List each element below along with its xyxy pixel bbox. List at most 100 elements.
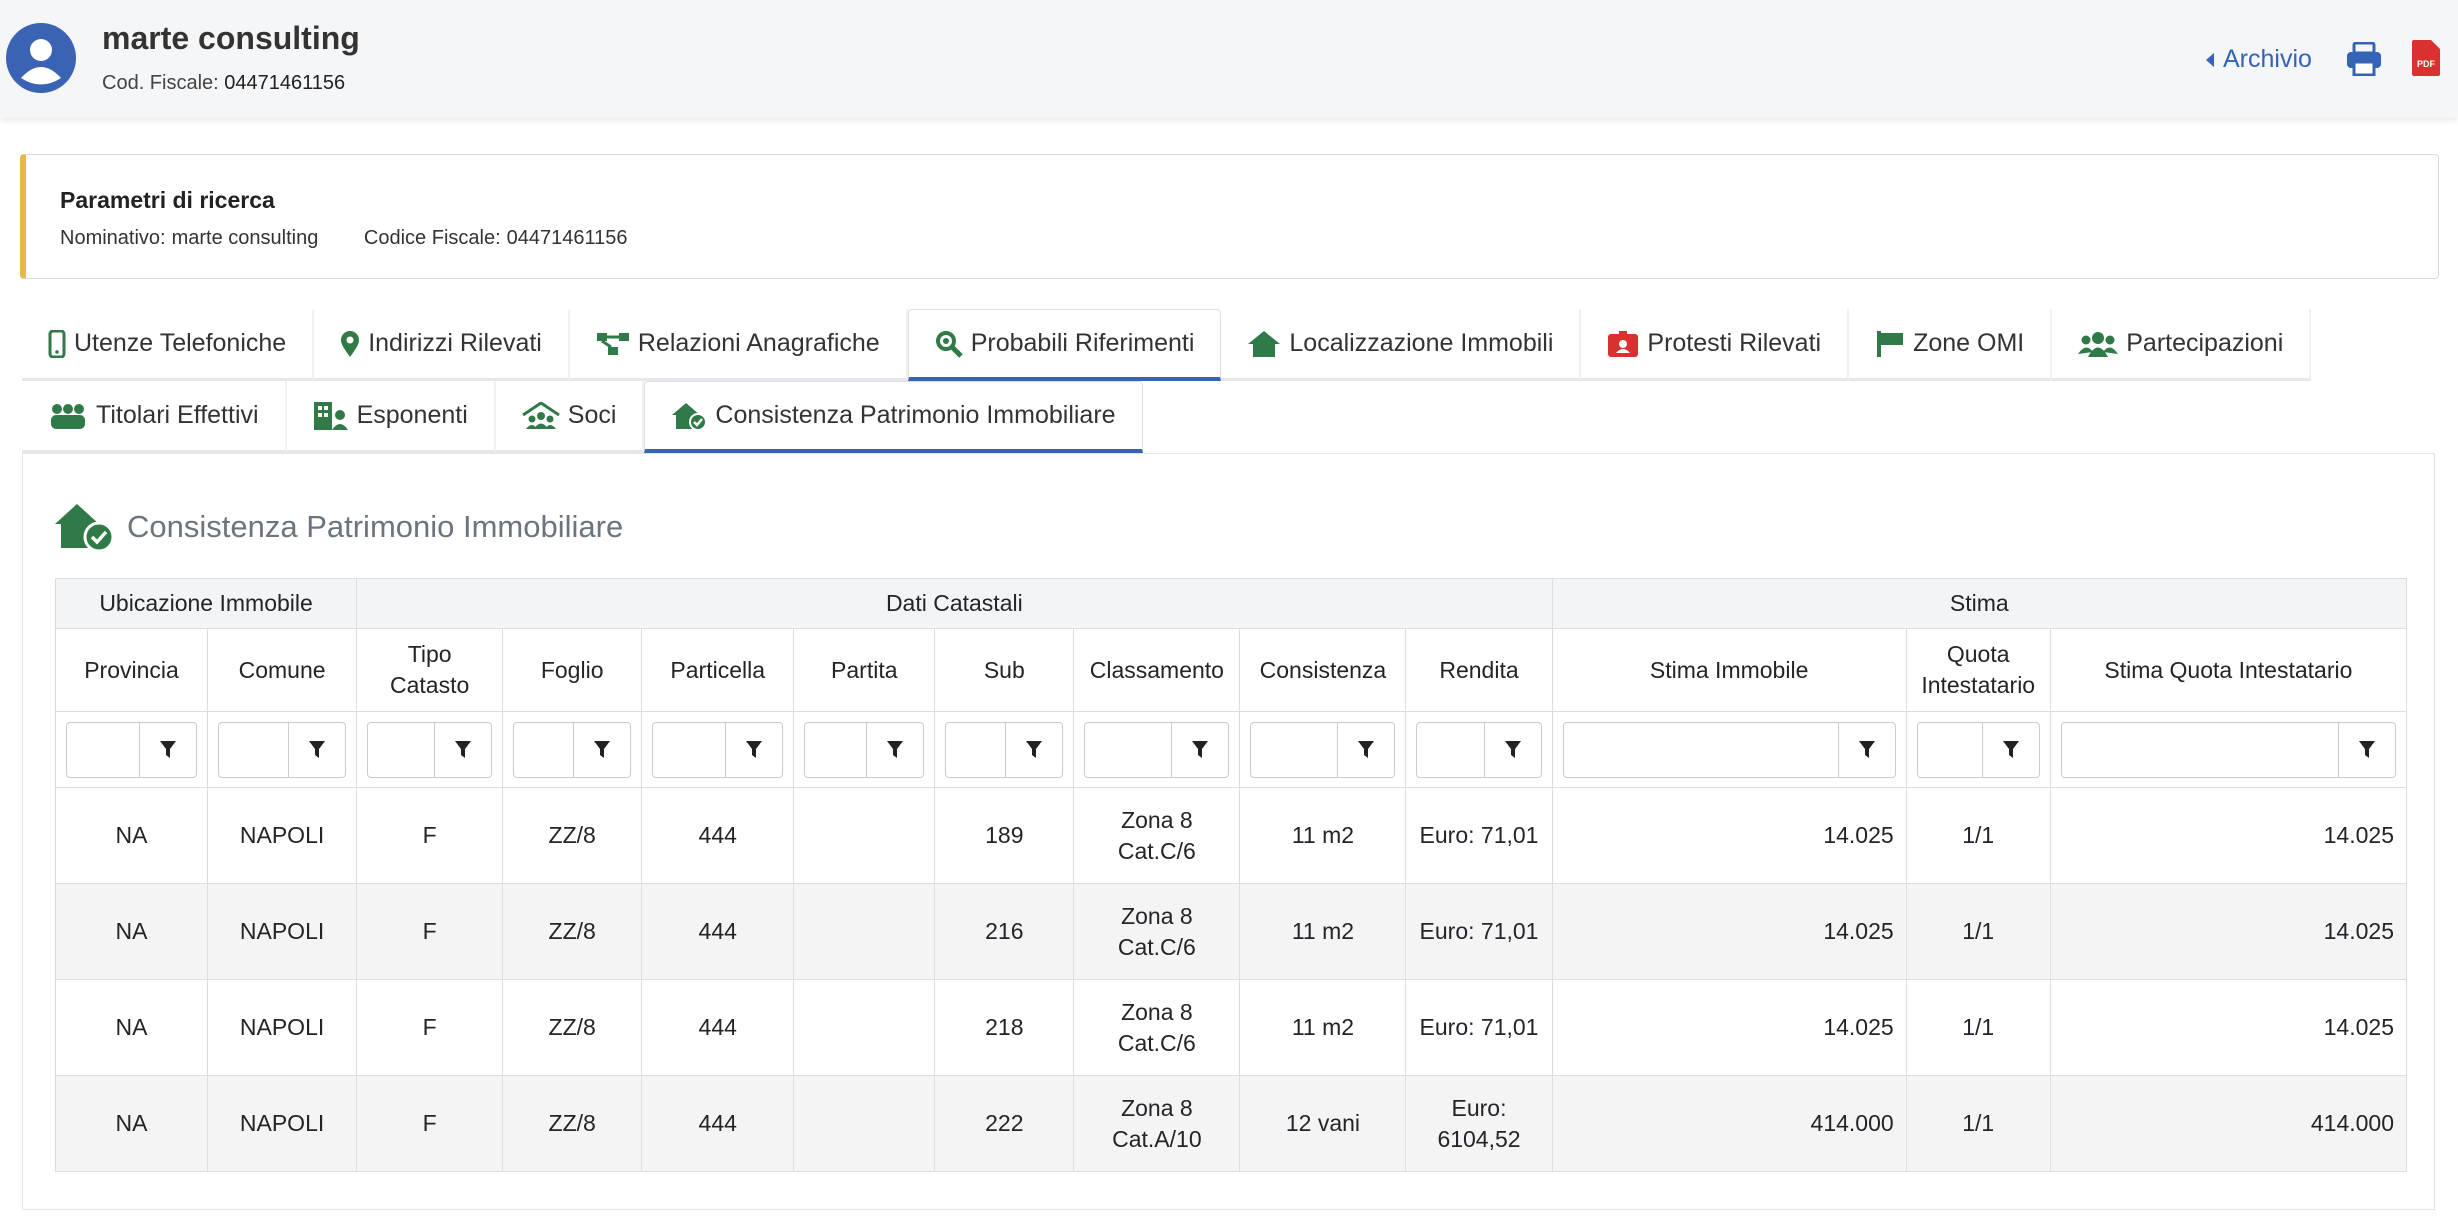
column-header[interactable]: Foglio	[503, 629, 642, 712]
filter-cell	[642, 712, 794, 788]
tab-label: Indirizzi Rilevati	[368, 329, 542, 358]
filter-input[interactable]	[66, 722, 140, 778]
filter-button[interactable]	[289, 722, 346, 778]
table-body: NANAPOLIFZZ/8444189Zona 8 Cat.C/611 m2Eu…	[56, 788, 2407, 1172]
filter-input[interactable]	[2061, 722, 2339, 778]
data-cell: 14.025	[1552, 884, 1906, 980]
data-cell: 14.025	[2050, 788, 2406, 884]
data-cell: 14.025	[1552, 788, 1906, 884]
tab-icon	[596, 331, 630, 357]
filter-button[interactable]	[574, 722, 631, 778]
filter-button[interactable]	[1983, 722, 2040, 778]
filter-button[interactable]	[2339, 722, 2396, 778]
data-cell: 444	[642, 884, 794, 980]
data-cell: 444	[642, 980, 794, 1076]
data-cell: NAPOLI	[208, 788, 357, 884]
tab[interactable]: Consistenza Patrimonio Immobiliare	[644, 381, 1142, 453]
filter-input[interactable]	[945, 722, 1006, 778]
filter-box	[1917, 722, 2040, 778]
data-cell: Zona 8 Cat.A/10	[1074, 1076, 1240, 1172]
column-header[interactable]: Stima Quota Intestatario	[2050, 629, 2406, 712]
tab[interactable]: Soci	[496, 381, 645, 453]
data-cell: 1/1	[1906, 980, 2050, 1076]
filter-button[interactable]	[435, 722, 492, 778]
tab[interactable]: Esponenti	[287, 381, 496, 453]
tab[interactable]: Titolari Effettivi	[22, 381, 287, 453]
filter-input[interactable]	[1416, 722, 1484, 778]
pdf-label: PDF	[2417, 59, 2436, 69]
column-header[interactable]: Partita	[794, 629, 935, 712]
tab-label: Esponenti	[357, 401, 468, 430]
tab[interactable]: Localizzazione Immobili	[1221, 309, 1581, 381]
avatar-icon	[6, 23, 76, 93]
data-cell: NA	[56, 1076, 208, 1172]
filter-icon	[746, 741, 762, 759]
filter-button[interactable]	[726, 722, 783, 778]
data-cell: NA	[56, 980, 208, 1076]
column-header[interactable]: Rendita	[1406, 629, 1552, 712]
tab[interactable]: Utenze Telefoniche	[22, 309, 314, 381]
print-button[interactable]	[2346, 42, 2382, 76]
data-cell: ZZ/8	[503, 884, 642, 980]
caret-icon	[2205, 52, 2215, 68]
column-header[interactable]: Stima Immobile	[1552, 629, 1906, 712]
column-header[interactable]: Tipo Catasto	[357, 629, 503, 712]
column-header[interactable]: Provincia	[56, 629, 208, 712]
archive-link[interactable]: Archivio	[2205, 45, 2312, 74]
tab-icon	[1607, 330, 1639, 358]
filter-input[interactable]	[513, 722, 574, 778]
column-header[interactable]: Consistenza	[1240, 629, 1406, 712]
tab[interactable]: Relazioni Anagrafiche	[570, 309, 908, 381]
filter-button[interactable]	[1006, 722, 1063, 778]
tab[interactable]: Probabili Riferimenti	[908, 309, 1222, 381]
tab-icon	[340, 330, 360, 358]
column-header[interactable]: Sub	[935, 629, 1074, 712]
pdf-button[interactable]: PDF	[2412, 40, 2440, 76]
data-cell: 11 m2	[1240, 980, 1406, 1076]
data-row: NANAPOLIFZZ/8444222Zona 8 Cat.A/1012 van…	[56, 1076, 2407, 1172]
tax-code-label: Cod. Fiscale:	[102, 72, 219, 94]
filter-input[interactable]	[652, 722, 726, 778]
column-header[interactable]: Classamento	[1074, 629, 1240, 712]
column-header[interactable]: Quota Intestatario	[1906, 629, 2050, 712]
filter-input[interactable]	[1563, 722, 1839, 778]
filter-button[interactable]	[1839, 722, 1896, 778]
tab[interactable]: Zone OMI	[1849, 309, 2052, 381]
tab-icon	[1247, 330, 1281, 358]
search-title: Parametri di ricerca	[60, 187, 275, 214]
tax-code: Cod. Fiscale: 04471461156	[102, 72, 345, 95]
filter-box	[1250, 722, 1395, 778]
filter-box	[367, 722, 492, 778]
data-cell: 216	[935, 884, 1074, 980]
filter-cell	[503, 712, 642, 788]
filter-input[interactable]	[1917, 722, 1983, 778]
tab-label: Titolari Effettivi	[96, 401, 259, 430]
tab[interactable]: Indirizzi Rilevati	[314, 309, 570, 381]
tab-icon	[522, 402, 560, 430]
filter-box	[66, 722, 197, 778]
filter-input[interactable]	[1250, 722, 1338, 778]
column-header[interactable]: Particella	[642, 629, 794, 712]
header: marte consulting Cod. Fiscale: 044714611…	[0, 0, 2458, 118]
tab[interactable]: Partecipazioni	[2052, 309, 2311, 381]
tab-icon	[313, 401, 349, 431]
filter-box	[945, 722, 1063, 778]
filter-button[interactable]	[140, 722, 197, 778]
filter-input[interactable]	[804, 722, 867, 778]
column-header[interactable]: Comune	[208, 629, 357, 712]
filter-input[interactable]	[367, 722, 435, 778]
tab[interactable]: Protesti Rilevati	[1581, 309, 1849, 381]
tab-icon	[48, 402, 88, 430]
filter-input[interactable]	[1084, 722, 1172, 778]
filter-button[interactable]	[1485, 722, 1542, 778]
filter-box	[2061, 722, 2396, 778]
data-cell: 189	[935, 788, 1074, 884]
filter-button[interactable]	[867, 722, 924, 778]
company-name: marte consulting	[102, 20, 360, 57]
filter-icon	[594, 741, 610, 759]
filter-button[interactable]	[1172, 722, 1229, 778]
data-cell: NAPOLI	[208, 980, 357, 1076]
filter-button[interactable]	[1338, 722, 1395, 778]
content-panel: Consistenza Patrimonio Immobiliare Ubica…	[22, 453, 2435, 1210]
filter-input[interactable]	[218, 722, 289, 778]
